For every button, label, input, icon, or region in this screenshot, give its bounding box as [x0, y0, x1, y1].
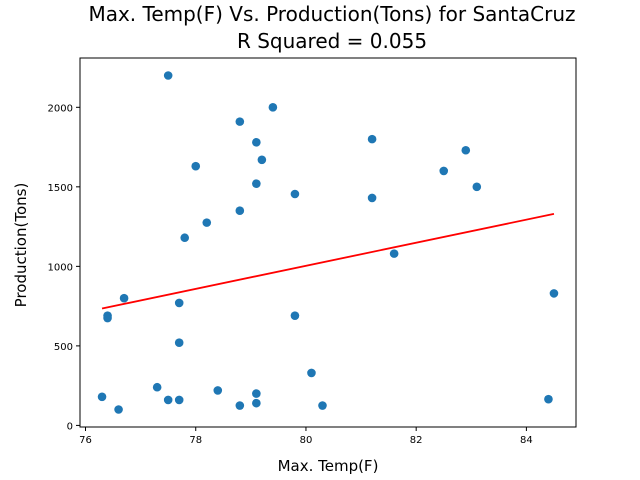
- regression-line: [101, 212, 555, 310]
- x-axis-label: Max. Temp(F): [278, 457, 379, 475]
- data-point: [174, 338, 184, 348]
- axes-frame: [79, 57, 577, 428]
- data-point: [180, 233, 190, 243]
- data-point: [318, 401, 327, 410]
- data-point: [307, 368, 316, 378]
- x-tick-label: 76: [79, 435, 92, 446]
- data-point: [268, 103, 278, 112]
- data-point: [235, 206, 245, 215]
- data-point: [235, 401, 245, 410]
- data-point: [472, 182, 482, 192]
- y-tick-label: 1000: [48, 262, 73, 273]
- y-tick-label: 1500: [48, 183, 73, 194]
- data-point: [290, 189, 300, 199]
- data-point: [252, 398, 261, 408]
- data-point: [163, 71, 173, 80]
- data-point: [389, 249, 399, 258]
- data-point: [163, 395, 173, 405]
- data-point: [290, 311, 300, 320]
- y-tick-label: 0: [67, 421, 73, 432]
- data-point: [367, 134, 377, 144]
- data-point: [461, 145, 471, 155]
- data-point: [252, 137, 261, 147]
- data-point: [544, 394, 553, 404]
- data-point: [213, 386, 223, 395]
- data-point: [367, 193, 377, 203]
- x-tick-label: 78: [189, 435, 202, 446]
- chart-title: Max. Temp(F) Vs. Production(Tons) for Sa…: [88, 2, 575, 26]
- data-point: [439, 166, 449, 176]
- y-axis-label: Production(Tons): [12, 183, 30, 308]
- data-point: [191, 161, 201, 171]
- data-point: [119, 293, 129, 303]
- data-point: [152, 382, 162, 392]
- data-point: [114, 405, 123, 414]
- data-point: [97, 392, 107, 402]
- data-point: [235, 117, 245, 126]
- x-tick-label: 82: [410, 435, 423, 446]
- data-point: [174, 395, 184, 405]
- y-tick-label: 500: [54, 342, 73, 353]
- data-point: [257, 155, 267, 165]
- data-point: [103, 313, 112, 323]
- data-point: [252, 389, 261, 398]
- data-point: [549, 289, 559, 298]
- data-point: [252, 179, 261, 188]
- data-point: [202, 218, 212, 227]
- x-tick-label: 84: [520, 435, 533, 446]
- chart-subtitle: R Squared = 0.055: [237, 29, 427, 53]
- x-tick-label: 80: [300, 435, 313, 446]
- plot-area: 76 78 80 82 84 0 500 1000 1500 2000: [48, 57, 577, 446]
- data-point: [174, 298, 184, 308]
- y-tick-label: 2000: [48, 103, 73, 114]
